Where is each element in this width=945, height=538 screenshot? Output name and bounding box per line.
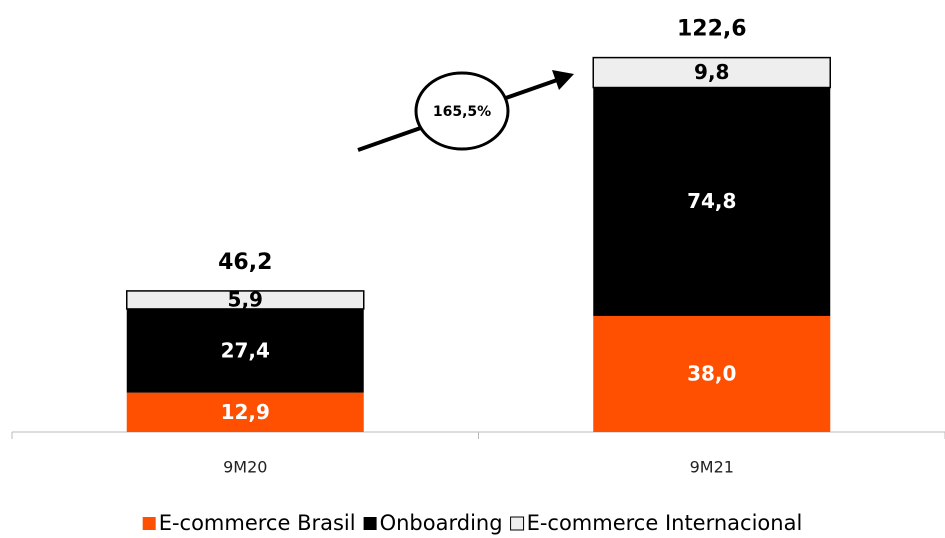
annotation: 165,5% [433, 104, 491, 120]
data-label: 5,9 [228, 287, 263, 311]
growth-arrow [357, 70, 574, 152]
x-tick-label: 9M20 [223, 458, 267, 477]
data-label: 74,8 [687, 189, 736, 213]
x-tick-label: 9M21 [690, 458, 734, 477]
bar-segment [593, 315, 831, 432]
data-label: 27,4 [221, 338, 270, 362]
data-label: 12,9 [221, 400, 270, 424]
bar-segment [592, 56, 831, 89]
legend-label: E-commerce Brasil [159, 511, 356, 535]
data-label: 9,8 [694, 60, 729, 84]
bar-segment [126, 290, 365, 310]
legend-label: Onboarding [380, 511, 503, 535]
legend-label: E-commerce Internacional [527, 511, 803, 535]
total-label: 46,2 [218, 250, 272, 275]
bar-segment [593, 87, 831, 316]
legend-swatch [363, 517, 377, 530]
bar-segment [126, 392, 364, 432]
legend-swatch [510, 516, 525, 531]
bar-segment [126, 308, 364, 393]
total-label: 122,6 [677, 17, 747, 42]
data-label: 38,0 [687, 361, 736, 385]
legend-swatch [142, 517, 156, 530]
